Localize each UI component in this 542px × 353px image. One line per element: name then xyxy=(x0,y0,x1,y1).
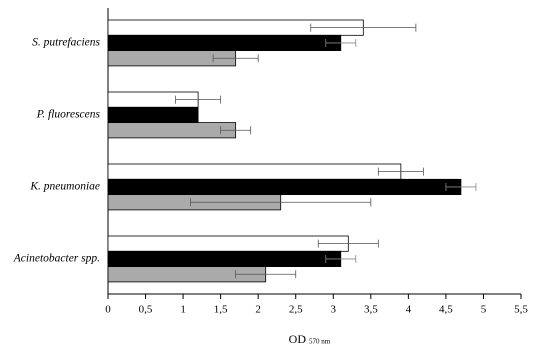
x-tick-label: 3 xyxy=(331,304,337,316)
error-bar xyxy=(445,182,477,191)
error-bar xyxy=(175,95,222,104)
error-bar xyxy=(212,54,259,63)
bar xyxy=(107,163,402,180)
x-tick-label: 5,5 xyxy=(514,304,528,316)
category-label: K. pneumoniae xyxy=(29,181,100,193)
bar xyxy=(107,235,349,252)
error-bar xyxy=(310,23,417,32)
error-bar xyxy=(325,38,357,47)
category-label: P. fluorescens xyxy=(36,109,101,121)
x-tick-label: 4 xyxy=(406,304,412,316)
x-tick-label: 2,5 xyxy=(289,304,303,316)
error-bar xyxy=(235,270,297,279)
error-bar xyxy=(325,254,357,263)
error-bar xyxy=(190,198,372,207)
x-tick-label: 0 xyxy=(105,304,111,316)
x-axis-label-sub: 570 nm xyxy=(309,338,331,346)
x-tick-label: 2 xyxy=(255,304,261,316)
bar xyxy=(107,178,462,196)
bar xyxy=(107,122,237,139)
category-label: Acinetobacter spp. xyxy=(13,253,100,265)
x-tick-label: 3,5 xyxy=(364,304,378,316)
error-bar xyxy=(377,167,424,176)
category-label: S. putrefaciens xyxy=(32,37,100,49)
x-axis-label: OD xyxy=(289,332,307,346)
error-bar xyxy=(317,239,379,248)
x-tick-label: 1 xyxy=(180,304,186,316)
bar xyxy=(107,250,342,268)
x-tick-label: 5 xyxy=(481,304,487,316)
bar xyxy=(107,34,342,51)
error-bar xyxy=(220,126,252,135)
x-tick-label: 4,5 xyxy=(439,304,453,316)
x-tick-label: 0,5 xyxy=(139,304,153,316)
x-tick-label: 1,5 xyxy=(214,304,228,316)
bar xyxy=(107,106,199,124)
